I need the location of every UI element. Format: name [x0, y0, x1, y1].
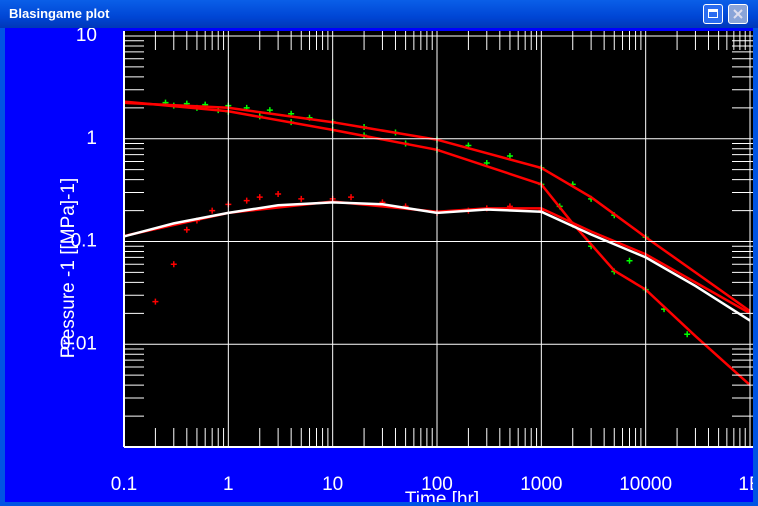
data-point [266, 107, 273, 114]
data-point [256, 194, 263, 201]
model-line [124, 200, 750, 315]
y-tick-label: 1 [86, 128, 97, 149]
data-point [348, 194, 355, 201]
close-button[interactable] [728, 4, 748, 24]
close-icon [733, 9, 743, 19]
x-tick-label: 100 [421, 474, 453, 495]
y-tick-label: 0.01 [60, 333, 97, 354]
plot-panel: Time [hr] 10 1 0.1 0.01 0.1 1 10 100 1000 10000 1E… [5, 28, 753, 502]
data-point [152, 298, 159, 305]
plot-area [124, 31, 753, 447]
window-title: Blasingame plot [9, 6, 110, 21]
data-point [275, 190, 282, 197]
x-tick-label: 10000 [619, 474, 672, 495]
y-tick-label: 10 [76, 28, 97, 46]
chart: Time [hr] 10 1 0.1 0.01 0.1 1 10 100 1000 10000 1E… [58, 28, 753, 502]
y-axis-label: Pressure -1 [[MPa]-1] [58, 178, 79, 359]
model-line [124, 100, 750, 387]
x-tick-label: 1E [738, 474, 753, 495]
data-point [298, 195, 305, 202]
y-tick-label: 0.1 [71, 231, 97, 252]
x-axis-label: Time [hr] [405, 489, 479, 502]
maximize-button[interactable] [703, 4, 723, 24]
data-point [243, 197, 250, 204]
data-point [506, 152, 513, 159]
data-point [684, 331, 691, 338]
x-tick-label: 1 [223, 474, 234, 495]
x-tick-label: 1000 [520, 474, 562, 495]
data-point [183, 226, 190, 233]
x-tick-label: 0.1 [111, 474, 137, 495]
data-point [209, 207, 216, 214]
data-point [626, 257, 633, 264]
x-tick-label: 10 [322, 474, 343, 495]
data-point [170, 261, 177, 268]
title-bar: Blasingame plot [0, 0, 758, 28]
